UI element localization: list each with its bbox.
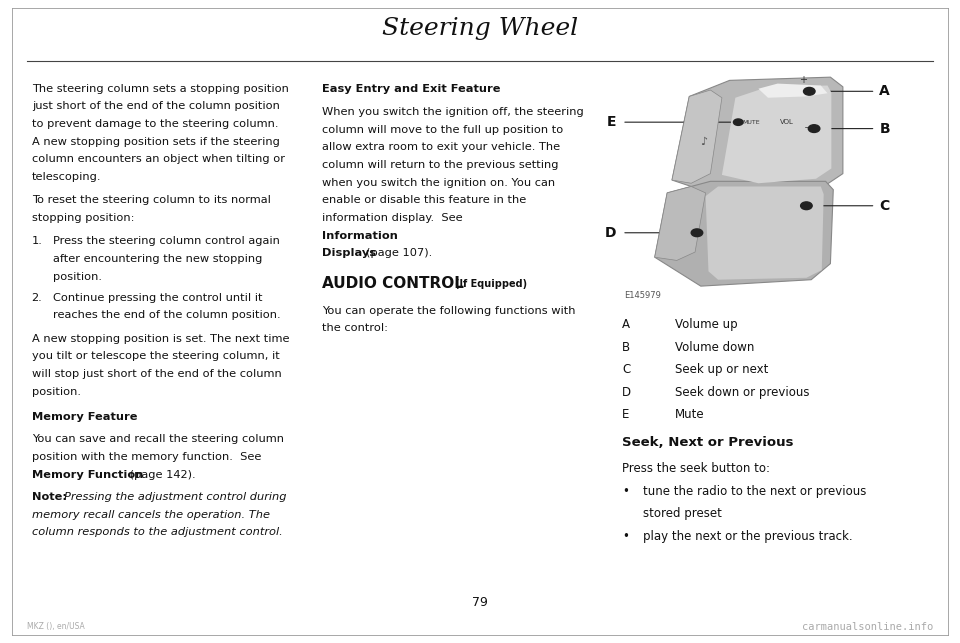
- Text: 79: 79: [472, 596, 488, 609]
- Text: −: −: [804, 123, 813, 133]
- Text: stored preset: stored preset: [643, 507, 722, 520]
- Text: E145979: E145979: [624, 291, 660, 300]
- Text: When you switch the ignition off, the steering: When you switch the ignition off, the st…: [322, 107, 584, 117]
- Polygon shape: [706, 186, 824, 280]
- Text: to prevent damage to the steering column.: to prevent damage to the steering column…: [32, 119, 278, 129]
- Text: You can save and recall the steering column: You can save and recall the steering col…: [32, 435, 284, 444]
- Text: column will return to the previous setting: column will return to the previous setti…: [322, 160, 558, 170]
- Text: VOL: VOL: [780, 119, 794, 125]
- Circle shape: [804, 87, 815, 95]
- Text: tune the radio to the next or previous: tune the radio to the next or previous: [643, 485, 867, 498]
- Text: To reset the steering column to its normal: To reset the steering column to its norm…: [32, 195, 271, 205]
- Text: Memory Feature: Memory Feature: [32, 412, 137, 422]
- Text: Displays: Displays: [322, 248, 375, 258]
- Text: will stop just short of the end of the column: will stop just short of the end of the c…: [32, 369, 281, 379]
- Text: position with the memory function.  See: position with the memory function. See: [32, 452, 261, 462]
- Text: MUTE: MUTE: [743, 120, 760, 125]
- Text: B: B: [622, 341, 630, 354]
- Polygon shape: [672, 90, 722, 183]
- Text: you tilt or telescope the steering column, it: you tilt or telescope the steering colum…: [32, 351, 279, 361]
- Text: E: E: [607, 115, 616, 129]
- Text: Volume up: Volume up: [675, 318, 737, 331]
- Text: C: C: [879, 199, 890, 213]
- Text: information display.  See: information display. See: [322, 213, 462, 223]
- Text: A: A: [879, 84, 890, 98]
- Polygon shape: [722, 86, 831, 183]
- Text: •: •: [622, 530, 629, 543]
- Circle shape: [733, 119, 743, 125]
- Polygon shape: [758, 84, 828, 98]
- Text: position.: position.: [32, 386, 81, 397]
- Text: memory recall cancels the operation. The: memory recall cancels the operation. The: [32, 509, 270, 520]
- Text: Seek up or next: Seek up or next: [675, 363, 768, 376]
- Text: Note:: Note:: [32, 492, 66, 502]
- Circle shape: [801, 202, 812, 210]
- Polygon shape: [672, 77, 843, 193]
- Text: carmanualsonline.info: carmanualsonline.info: [802, 622, 933, 632]
- Text: $\bf{♪}$: $\bf{♪}$: [700, 134, 708, 147]
- Text: telescoping.: telescoping.: [32, 172, 101, 182]
- Text: MKZ (), en/USA: MKZ (), en/USA: [27, 622, 84, 631]
- Text: Mute: Mute: [675, 408, 705, 421]
- Text: B: B: [879, 122, 890, 136]
- Text: column will move to the full up position to: column will move to the full up position…: [322, 125, 563, 134]
- Text: Seek, Next or Previous: Seek, Next or Previous: [622, 437, 794, 449]
- Text: Pressing the adjustment control during: Pressing the adjustment control during: [64, 492, 287, 502]
- Text: when you switch the ignition on. You can: when you switch the ignition on. You can: [322, 177, 555, 188]
- Text: E: E: [622, 408, 630, 421]
- Text: Seek down or previous: Seek down or previous: [675, 386, 809, 399]
- Text: play the next or the previous track.: play the next or the previous track.: [643, 530, 852, 543]
- Polygon shape: [655, 181, 833, 286]
- Text: Memory Function: Memory Function: [32, 469, 143, 480]
- Text: C: C: [622, 363, 631, 376]
- Text: +: +: [800, 75, 807, 85]
- Text: D: D: [622, 386, 632, 399]
- Text: after encountering the new stopping: after encountering the new stopping: [53, 254, 262, 264]
- Text: Volume down: Volume down: [675, 341, 755, 354]
- Text: A: A: [622, 318, 630, 331]
- Text: The steering column sets a stopping position: The steering column sets a stopping posi…: [32, 84, 289, 94]
- Text: You can operate the following functions with: You can operate the following functions …: [322, 305, 575, 316]
- Text: column encounters an object when tilting or: column encounters an object when tilting…: [32, 154, 285, 164]
- Text: Information: Information: [322, 230, 397, 240]
- Text: (If Equipped): (If Equipped): [455, 280, 527, 289]
- Text: Press the steering column control again: Press the steering column control again: [53, 236, 279, 246]
- Text: A new stopping position is set. The next time: A new stopping position is set. The next…: [32, 334, 289, 343]
- Circle shape: [691, 229, 703, 237]
- Polygon shape: [655, 186, 706, 260]
- Text: (page 107).: (page 107).: [366, 248, 432, 258]
- Text: reaches the end of the column position.: reaches the end of the column position.: [53, 310, 280, 320]
- Text: Continue pressing the control until it: Continue pressing the control until it: [53, 293, 262, 303]
- Text: just short of the end of the column position: just short of the end of the column posi…: [32, 101, 279, 111]
- Text: position.: position.: [53, 271, 102, 282]
- Text: (page 142).: (page 142).: [126, 469, 196, 480]
- Text: allow extra room to exit your vehicle. The: allow extra room to exit your vehicle. T…: [322, 142, 560, 152]
- Circle shape: [808, 125, 820, 132]
- Text: 2.: 2.: [32, 293, 42, 303]
- Text: Steering Wheel: Steering Wheel: [382, 17, 578, 41]
- Text: A new stopping position sets if the steering: A new stopping position sets if the stee…: [32, 136, 279, 147]
- Text: the control:: the control:: [322, 323, 388, 333]
- Text: Press the seek button to:: Press the seek button to:: [622, 462, 770, 475]
- Text: AUDIO CONTROL: AUDIO CONTROL: [322, 276, 464, 291]
- Text: •: •: [622, 485, 629, 498]
- Text: stopping position:: stopping position:: [32, 213, 134, 223]
- Text: column responds to the adjustment control.: column responds to the adjustment contro…: [32, 527, 282, 537]
- Text: Easy Entry and Exit Feature: Easy Entry and Exit Feature: [322, 84, 500, 94]
- Text: 1.: 1.: [32, 236, 42, 246]
- Text: enable or disable this feature in the: enable or disable this feature in the: [322, 195, 526, 205]
- Text: D: D: [605, 226, 616, 240]
